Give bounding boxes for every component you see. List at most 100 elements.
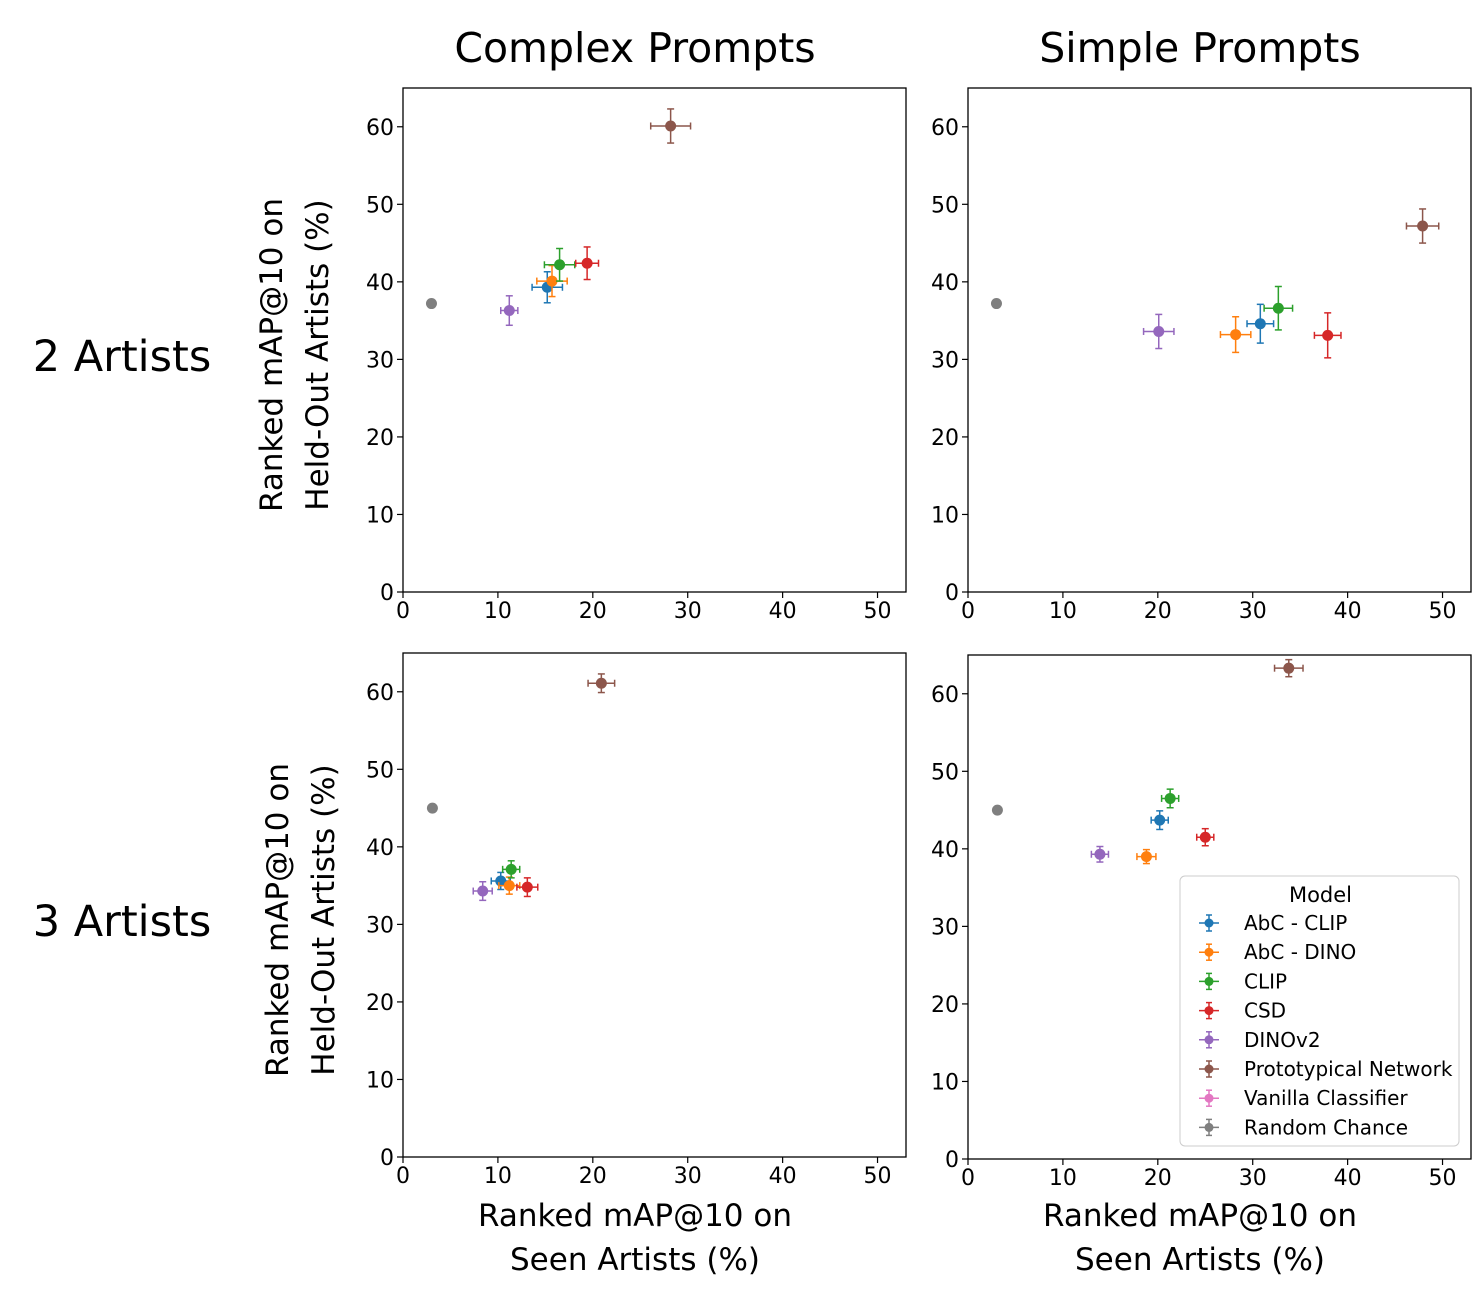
panel-2-artists-simple: 0 10 20 30 40 50 0 10 20 30 40 50 60 [931, 87, 1472, 624]
point-abc-dino [1136, 848, 1157, 865]
x-tick-label: 30 [1239, 1166, 1267, 1191]
marker [665, 120, 677, 132]
y-tick-label: 60 [366, 116, 394, 141]
svg-text:Seen Artists (%): Seen Artists (%) [1075, 1242, 1325, 1278]
legend-label: AbC - DINO [1244, 940, 1356, 964]
point-abc-clip [1150, 810, 1170, 831]
point-prototypical-network [649, 108, 692, 144]
svg-text:Ranked mAP@10 on: Ranked mAP@10 on [1043, 1198, 1357, 1234]
x-tick-label: 30 [674, 1164, 702, 1189]
y-tick-label: 30 [366, 913, 394, 938]
point-abc-dino [498, 876, 521, 895]
x-tick-label: 50 [864, 599, 892, 624]
column-title-simple: Simple Prompts [1039, 24, 1360, 72]
marker [990, 298, 1002, 310]
y-tick-label: 20 [931, 426, 959, 451]
legend-label: CLIP [1244, 969, 1287, 993]
marker [495, 875, 507, 887]
legend-marker [1204, 1122, 1214, 1132]
marker [1140, 851, 1152, 863]
x-tick-label: 0 [396, 599, 410, 624]
x-tick-label: 50 [864, 1164, 892, 1189]
point-csd [574, 246, 600, 281]
y-tick-label: 50 [366, 193, 394, 218]
point-dinov2 [1090, 845, 1110, 863]
y-tick-label: 60 [931, 116, 959, 141]
legend-label: AbC - CLIP [1244, 911, 1347, 935]
marker [505, 863, 517, 875]
marker [1199, 831, 1211, 843]
y-tick-label: 60 [366, 681, 394, 706]
svg-text:Ranked mAP@10 on: Ranked mAP@10 on [260, 763, 296, 1077]
row-label-3-artists: 3 Artists [33, 897, 212, 947]
legend-marker [1204, 1035, 1214, 1045]
y-tick-label: 30 [931, 915, 959, 940]
point-dinov2 [472, 880, 493, 902]
panel-3-artists-simple: 0 10 20 30 40 50 0 10 20 30 40 50 60 [931, 654, 1472, 1191]
marker [425, 298, 437, 310]
y-tick-label: 50 [931, 760, 959, 785]
legend-box [1179, 875, 1460, 1147]
marker [503, 305, 515, 317]
x-tick-label: 0 [961, 599, 975, 624]
legend: Model AbC - CLIP AbC - DINO CLIP CSD DINOv2 Pr… [1179, 875, 1460, 1147]
x-tick-label: 20 [1144, 1166, 1172, 1191]
svg-text:Ranked mAP@10 on: Ranked mAP@10 on [254, 198, 290, 512]
y-tick-label: 20 [366, 991, 394, 1016]
point-clip [543, 247, 576, 282]
y-tick-label: 20 [931, 993, 959, 1018]
marker [1322, 329, 1334, 341]
legend-marker [1204, 947, 1214, 957]
marker [1164, 792, 1176, 804]
x-tick-label: 20 [1144, 599, 1172, 624]
y-tick-label: 20 [366, 426, 394, 451]
point-abc-clip [531, 271, 564, 304]
point-prototypical-network [1405, 208, 1440, 244]
x-tick-label: 0 [961, 1166, 975, 1191]
legend-marker [1204, 918, 1214, 928]
point-clip [1160, 788, 1180, 809]
plot-frame [402, 87, 907, 593]
marker [503, 880, 515, 892]
legend-marker [1204, 1006, 1214, 1016]
y-tick-label: 40 [366, 836, 394, 861]
x-tick-label: 20 [579, 1164, 607, 1189]
x-tick-label: 10 [484, 1164, 512, 1189]
legend-entry-random-chance: Random Chance [1199, 1115, 1408, 1139]
svg-text:Held-Out Artists (%): Held-Out Artists (%) [300, 199, 336, 510]
point-prototypical-network [1273, 658, 1304, 678]
y-tick-label: 10 [931, 503, 959, 528]
point-abc-dino [1219, 315, 1252, 354]
marker [1094, 848, 1106, 860]
point-csd [1313, 312, 1342, 359]
legend-label: Vanilla Classifier [1244, 1086, 1408, 1110]
marker [581, 257, 593, 269]
point-dinov2 [1142, 313, 1175, 350]
row-label-2-artists: 2 Artists [33, 332, 212, 382]
column-title-complex: Complex Prompts [454, 24, 815, 72]
plot-frame [967, 654, 1472, 1160]
legend-entry-abc-clip: AbC - CLIP [1199, 911, 1347, 935]
point-random-chance [425, 298, 437, 310]
y-tick-label: 10 [366, 503, 394, 528]
y-tick-label: 50 [931, 193, 959, 218]
panel-3-artists-complex: 0 10 20 30 40 50 0 10 20 30 40 50 60 [366, 652, 907, 1189]
marker [546, 275, 558, 287]
legend-entry-clip: CLIP [1199, 969, 1287, 993]
marker [1153, 325, 1165, 337]
svg-text:Seen Artists (%): Seen Artists (%) [510, 1242, 760, 1278]
marker [1417, 220, 1429, 232]
point-random-chance [991, 804, 1003, 816]
x-tick-label: 50 [1429, 599, 1457, 624]
legend-entry-vanilla-classifier: Vanilla Classifier [1199, 1086, 1408, 1110]
x-tick-label: 30 [1239, 599, 1267, 624]
svg-text:Ranked mAP@10 on: Ranked mAP@10 on [478, 1198, 792, 1234]
svg-text:Held-Out Artists (%): Held-Out Artists (%) [306, 764, 342, 1075]
y-tick-label: 40 [931, 271, 959, 296]
legend-entry-dinov2: DINOv2 [1199, 1028, 1321, 1052]
point-prototypical-network [587, 673, 616, 694]
legend-title: Model [1289, 883, 1352, 907]
y-tick-label: 0 [945, 1148, 959, 1173]
y-tick-label: 30 [931, 348, 959, 373]
